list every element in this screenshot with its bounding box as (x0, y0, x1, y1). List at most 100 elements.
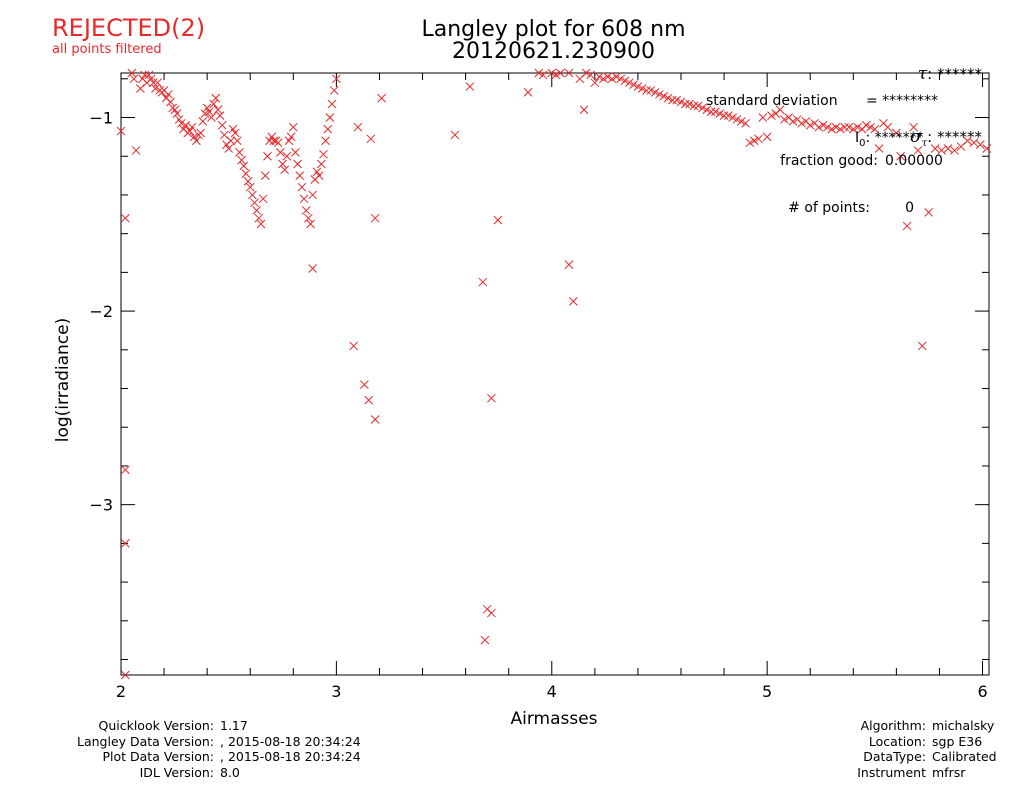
data-point (166, 97, 175, 107)
axis-ticks (120, 73, 989, 675)
data-point (689, 101, 699, 111)
data-point (943, 144, 953, 153)
data-point (370, 213, 380, 223)
data-point (329, 86, 339, 95)
data-points (116, 68, 992, 680)
data-point (840, 122, 850, 132)
footer-label: Instrument (857, 764, 926, 780)
data-point (366, 134, 376, 144)
footer-value: 8.0 (220, 764, 240, 780)
data-point (698, 103, 707, 113)
data-point (172, 109, 182, 119)
data-point (243, 177, 253, 186)
footer-row: Quicklook Version: 1.17 (0, 718, 361, 734)
data-point (308, 190, 318, 200)
data-point (775, 105, 785, 115)
chart-title: Langley plot for 608 nm (421, 17, 686, 42)
data-point (612, 72, 621, 82)
data-point (327, 99, 337, 109)
data-point (120, 670, 130, 680)
data-point (232, 136, 242, 146)
data-point (551, 70, 561, 80)
footer-row: IDL Version: 8.0 (0, 765, 361, 781)
data-point (754, 134, 763, 144)
data-point (579, 105, 589, 115)
data-point (831, 122, 841, 132)
data-point (269, 136, 279, 146)
i0-value: : ******* (866, 130, 924, 146)
std-dev-label: standard deviation (706, 93, 838, 109)
data-point (120, 465, 130, 475)
data-point (116, 126, 126, 136)
data-point (917, 341, 927, 351)
data-point (788, 117, 798, 126)
data-point (758, 113, 768, 122)
data-point (853, 122, 862, 132)
data-point (715, 109, 725, 119)
data-point (568, 297, 578, 306)
data-point (896, 151, 906, 161)
data-point (930, 144, 940, 153)
data-point (620, 76, 630, 86)
data-point (176, 118, 186, 128)
data-point (217, 120, 227, 130)
data-point (487, 608, 496, 618)
y-tick-label: −2 (89, 302, 113, 321)
data-point (148, 78, 158, 88)
data-point (728, 113, 738, 122)
data-point (818, 120, 828, 130)
data-point (892, 128, 901, 138)
data-point (129, 74, 139, 84)
data-point (314, 171, 324, 180)
footer-row: Instrument mfrsr (857, 765, 1008, 781)
footer-label: Langley Data Version: (76, 733, 214, 749)
data-point (745, 138, 755, 148)
data-point (711, 107, 720, 117)
sigma-tau-row: στ: ****** (910, 127, 982, 149)
footer-row: Langley Data Version: , 2015-08-18 20:34:… (0, 734, 361, 750)
data-point (181, 120, 190, 130)
data-point (836, 124, 845, 134)
data-point (187, 122, 197, 132)
data-point (304, 213, 313, 223)
data-point (297, 182, 307, 192)
data-point (306, 219, 315, 229)
data-point (207, 113, 216, 122)
data-point (256, 219, 266, 229)
data-point (250, 198, 259, 208)
status-note: all points filtered (52, 42, 162, 57)
data-point (883, 122, 893, 132)
data-point (685, 99, 694, 109)
data-point (319, 149, 328, 159)
data-point (538, 70, 548, 80)
data-point (969, 138, 979, 148)
data-point (245, 182, 255, 192)
data-point (874, 144, 884, 153)
data-point (153, 78, 162, 88)
chart-timestamp: 20120621.230900 (452, 39, 655, 64)
footer-row: Algorithm: michalsky (857, 718, 1008, 734)
footer-label: Algorithm: (860, 718, 926, 733)
data-point (120, 539, 130, 548)
data-point (523, 88, 533, 97)
data-point (982, 144, 992, 153)
data-point (797, 118, 806, 128)
x-axis-label: Airmasses (510, 709, 597, 729)
data-point (724, 111, 733, 120)
data-point (556, 68, 565, 78)
data-point (603, 72, 613, 82)
x-tick-label: 5 (762, 682, 772, 701)
data-point (325, 113, 335, 122)
footer-value: 1.17 (220, 718, 248, 733)
data-point (291, 148, 300, 157)
data-point (254, 213, 264, 223)
data-point (332, 74, 341, 84)
data-point (624, 78, 634, 88)
data-point (909, 122, 918, 132)
x-tick-label: 4 (547, 682, 557, 701)
data-point (924, 208, 934, 217)
data-point (377, 93, 386, 103)
data-point (224, 144, 234, 153)
footer-instrument-info: Algorithm: michalsky Location: sgp E36 DataT… (857, 718, 1008, 780)
